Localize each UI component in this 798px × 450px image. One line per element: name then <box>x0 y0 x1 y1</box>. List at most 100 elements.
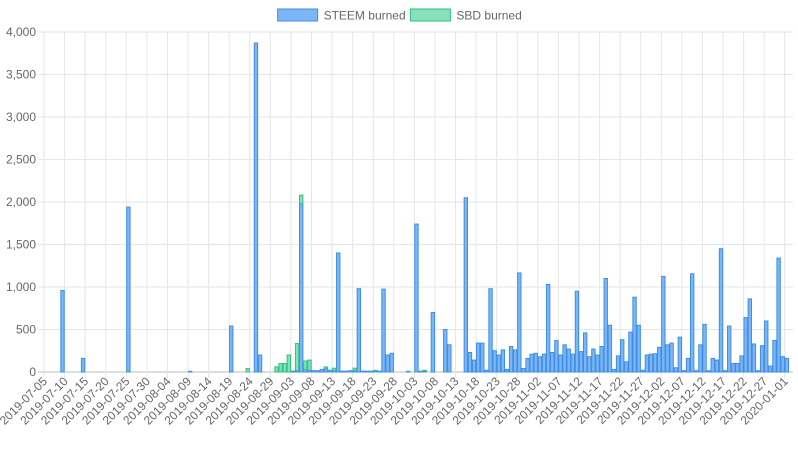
bar-steem <box>759 345 765 373</box>
bar-steem <box>389 352 394 373</box>
bar-steem <box>764 320 769 373</box>
y-tick-label: 2,500 <box>6 153 36 167</box>
bar-steem <box>768 365 773 373</box>
bar-steem <box>504 368 510 373</box>
bar-steem <box>731 363 736 373</box>
bar-steem <box>640 369 645 373</box>
bar-sbd <box>245 368 250 373</box>
bar-steem <box>290 370 296 373</box>
bar-steem <box>587 356 592 373</box>
bar-steem <box>529 353 534 373</box>
legend-swatch-sbd <box>409 8 451 22</box>
bar-sbd <box>282 363 287 373</box>
y-tick-label: 3,500 <box>6 68 36 82</box>
bar-steem <box>620 339 625 373</box>
bar-steem <box>607 324 613 373</box>
bar-steem <box>743 317 748 373</box>
bar-steem <box>755 370 761 373</box>
bar-steem <box>356 288 362 373</box>
bar-steem <box>327 369 333 373</box>
bar-sbd <box>352 367 357 372</box>
legend-swatch-steem <box>277 8 319 22</box>
bar-steem <box>735 363 740 373</box>
bar-steem <box>628 331 633 373</box>
bar-steem <box>406 370 411 373</box>
bar-steem <box>661 275 666 373</box>
bar-sbd <box>303 360 308 370</box>
y-tick-label: 3,000 <box>6 110 36 124</box>
bar-sbd <box>294 343 300 372</box>
bar-steem <box>430 312 436 373</box>
y-tick-label: 2,000 <box>6 195 36 209</box>
bar-steem <box>414 223 419 373</box>
bar-sbd <box>299 194 304 205</box>
bar-steem <box>739 355 744 373</box>
bar-steem <box>558 354 563 373</box>
bar-steem <box>747 298 752 373</box>
bar-steem <box>467 351 473 373</box>
bar-steem <box>780 356 785 373</box>
chart-bars <box>60 42 790 373</box>
bar-steem <box>570 353 576 373</box>
bar-sbd <box>286 354 292 373</box>
bar-steem <box>702 323 707 373</box>
bar-steem <box>315 370 320 373</box>
bar-steem <box>488 288 493 373</box>
bar-steem <box>694 370 699 373</box>
bar-steem <box>574 290 580 373</box>
bar-steem <box>521 368 526 373</box>
bar-steem <box>360 370 366 373</box>
y-tick-label: 4,000 <box>6 25 36 39</box>
bar-steem <box>689 273 695 373</box>
bar-steem <box>299 203 304 373</box>
bar-steem <box>776 257 781 373</box>
bar-steem <box>385 354 390 373</box>
bar-steem <box>615 355 621 373</box>
y-axis-tick-labels: 0 500 1,000 1,500 2,000 2,500 3,000 3,500 4,000 <box>6 25 36 379</box>
bar-steem <box>336 252 341 373</box>
bar-steem <box>718 248 724 373</box>
bar-steem <box>500 349 506 373</box>
bar-steem <box>80 357 86 373</box>
bar-steem <box>496 354 501 373</box>
bar-steem <box>562 344 567 373</box>
bar-steem <box>681 370 687 373</box>
bar-steem <box>187 370 193 373</box>
bar-steem <box>550 351 555 373</box>
bar-steem <box>685 357 691 373</box>
bar-steem <box>603 278 608 373</box>
bar-steem <box>545 283 551 373</box>
bar-steem <box>599 346 604 373</box>
bar-steem <box>636 324 641 373</box>
bar-steem <box>471 359 477 373</box>
bar-steem <box>727 325 732 373</box>
bar-steem <box>475 342 481 373</box>
legend-label-steem: STEEM burned <box>324 9 406 23</box>
bar-steem <box>229 325 234 373</box>
bar-steem <box>60 289 65 373</box>
bar-steem <box>566 348 571 373</box>
y-tick-label: 1,000 <box>6 280 36 294</box>
bar-steem <box>632 296 637 373</box>
bar-steem <box>257 354 263 373</box>
bar-steem <box>673 367 678 373</box>
bar-steem <box>311 370 316 373</box>
bar-steem <box>582 332 588 373</box>
bar-steem <box>541 353 547 373</box>
bar-steem <box>591 348 596 373</box>
bar-steem <box>126 206 131 373</box>
y-tick-label: 0 <box>29 365 36 379</box>
bar-sbd <box>373 369 378 372</box>
chart-grid <box>38 31 793 378</box>
bar-steem <box>513 349 518 373</box>
bar-steem <box>714 359 720 373</box>
chart-legend: STEEM burned SBD burned <box>277 8 522 23</box>
bar-steem <box>348 370 353 373</box>
bar-steem <box>368 370 374 373</box>
y-tick-label: 500 <box>16 323 36 337</box>
bar-steem <box>344 370 349 373</box>
bar-steem <box>480 342 485 373</box>
bar-steem <box>418 370 423 373</box>
bar-sbd <box>307 359 312 371</box>
